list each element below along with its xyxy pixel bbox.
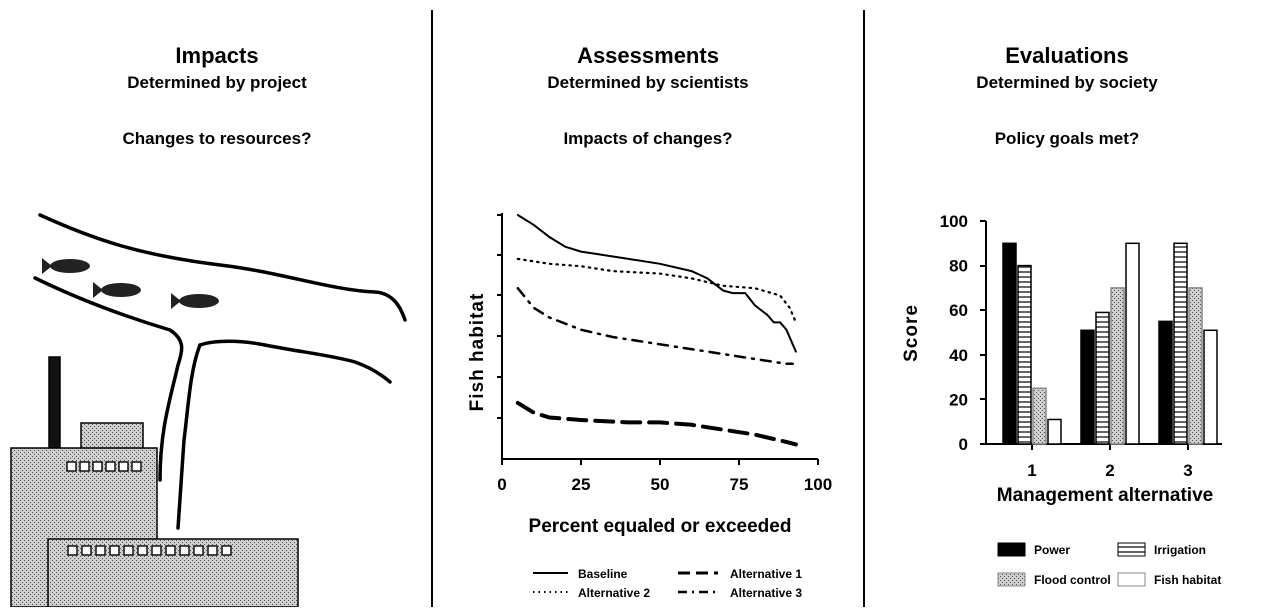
series-line-alternative-1 <box>515 400 798 447</box>
series-line-baseline <box>516 214 797 353</box>
line-chart-axes <box>497 213 819 465</box>
panel-assessments: Assessments Determined by scientists Imp… <box>467 43 832 600</box>
fish-icon <box>42 258 219 309</box>
panel-impacts: Impacts Determined by project Changes to… <box>10 43 407 608</box>
bar-chart: 0 20 40 60 80 100 1 2 3 Score Management altern… <box>901 212 1222 587</box>
impacts-question: Changes to resources? <box>123 129 312 148</box>
series-line-alternative-3 <box>516 286 794 366</box>
bar-fish-habitat-alt-3 <box>1203 329 1218 445</box>
line-chart-xlabel: Percent equaled or exceeded <box>529 516 792 537</box>
legend-fish-habitat: Fish habitat <box>1154 573 1221 587</box>
bar-chart-legend: Power Irrigation Flood control Fish habi… <box>997 542 1221 587</box>
x-tick-label: 50 <box>651 475 670 494</box>
bar-irrigation-alt-1 <box>1017 264 1032 445</box>
factory-icon <box>10 356 299 608</box>
bar-fish-habitat-alt-2 <box>1125 242 1140 445</box>
x-tick-label: 25 <box>572 475 591 494</box>
legend-alternative-1: Alternative 1 <box>730 567 802 581</box>
river-illustration <box>33 213 407 530</box>
y-tick-label: 60 <box>949 301 968 320</box>
bar-chart-ylabel: Score <box>901 304 922 362</box>
bar-chart-xlabel: Management alternative <box>997 485 1213 506</box>
bar-irrigation-alt-3 <box>1173 242 1188 445</box>
y-tick-label: 80 <box>949 257 968 276</box>
x-tick-label: 0 <box>497 475 506 494</box>
series-line-alternative-2 <box>516 257 797 324</box>
bar-flood-control-alt-1 <box>1032 387 1047 445</box>
line-chart-ylabel: Fish habitat <box>467 293 488 412</box>
evaluations-title: Evaluations <box>1005 43 1128 68</box>
y-tick-label: 0 <box>959 435 968 454</box>
line-chart: 0 25 50 75 100 Fish habitat Percent equaled … <box>467 213 832 600</box>
assessments-subtitle: Determined by scientists <box>547 73 748 92</box>
evaluations-question: Policy goals met? <box>995 129 1140 148</box>
legend-alternative-3: Alternative 3 <box>730 586 802 600</box>
panel-evaluations: Evaluations Determined by society Policy… <box>901 43 1222 587</box>
bar-flood-control-alt-2 <box>1110 287 1125 445</box>
x-tick-label: 3 <box>1183 461 1192 480</box>
legend-power: Power <box>1034 543 1070 557</box>
assessments-question: Impacts of changes? <box>563 129 732 148</box>
x-tick-label: 2 <box>1105 461 1114 480</box>
bar-power-alt-3 <box>1158 320 1173 445</box>
legend-alternative-2: Alternative 2 <box>578 586 650 600</box>
impacts-subtitle: Determined by project <box>127 73 307 92</box>
bar-irrigation-alt-2 <box>1095 311 1110 445</box>
x-tick-label: 100 <box>804 475 832 494</box>
assessments-title: Assessments <box>577 43 719 68</box>
legend-irrigation: Irrigation <box>1154 543 1206 557</box>
evaluations-subtitle: Determined by society <box>976 73 1158 92</box>
y-tick-label: 100 <box>940 212 968 231</box>
y-tick-label: 40 <box>949 346 968 365</box>
legend-flood-control: Flood control <box>1034 573 1111 587</box>
bar-fish-habitat-alt-1 <box>1047 418 1062 445</box>
bar-flood-control-alt-3 <box>1188 287 1203 445</box>
line-chart-legend: Baseline Alternative 1 Alternative 2 Alt… <box>533 567 802 600</box>
bar-power-alt-2 <box>1080 329 1095 445</box>
y-tick-label: 20 <box>949 390 968 409</box>
legend-baseline: Baseline <box>578 567 628 581</box>
x-tick-label: 1 <box>1027 461 1036 480</box>
bar-power-alt-1 <box>1002 242 1017 445</box>
x-tick-label: 75 <box>730 475 749 494</box>
impacts-title: Impacts <box>175 43 258 68</box>
